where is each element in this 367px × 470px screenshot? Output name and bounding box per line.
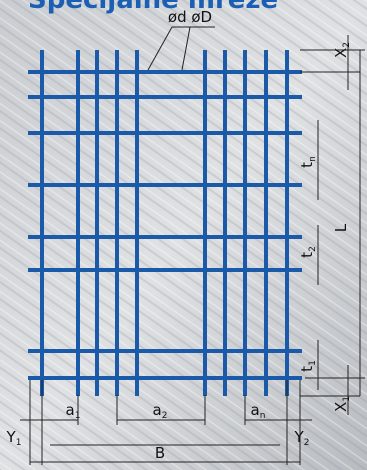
label-main: B — [155, 444, 165, 462]
leader — [181, 26, 191, 71]
label-main: X — [332, 402, 350, 412]
label-main: X — [332, 48, 350, 58]
label-sub: 2 — [162, 411, 168, 421]
label-sub: 2 — [308, 246, 318, 252]
dimension-label: a2 — [153, 401, 168, 421]
label-main: a — [153, 401, 162, 419]
dimension-label: L — [332, 223, 350, 232]
dimension-label: an — [251, 401, 266, 421]
dimension-label: a1 — [66, 401, 81, 421]
label-main: t — [298, 252, 316, 258]
label-main: a — [251, 401, 260, 419]
leader — [147, 26, 173, 71]
dimension-label: B — [155, 444, 165, 462]
dimension-label: Y2 — [294, 428, 310, 448]
dimension-label: X1 — [332, 396, 352, 412]
label-sub: 1 — [342, 396, 352, 402]
label-main: Y — [294, 428, 305, 446]
dimension-label: t2 — [298, 246, 318, 258]
label-sub: 1 — [16, 438, 22, 448]
dimension-lines — [20, 35, 365, 465]
label-sub: n — [308, 156, 318, 162]
dimension-label: tn — [298, 156, 318, 168]
label-main: Y — [6, 428, 17, 446]
label-sub: 2 — [304, 438, 310, 448]
diameter-label: ød øD — [168, 8, 212, 26]
label-main: L — [332, 223, 350, 232]
label-sub: 2 — [342, 42, 352, 48]
label-sub: 1 — [308, 360, 318, 366]
title: Specijalne mreže — [28, 0, 278, 15]
mesh — [28, 50, 302, 396]
label-sub: 1 — [75, 411, 81, 421]
dimension-label: Y1 — [6, 428, 22, 448]
dimension-label: X2 — [332, 42, 352, 58]
label-main: a — [66, 401, 75, 419]
label-main: t — [298, 162, 316, 168]
dimension-label: t1 — [298, 360, 318, 372]
label-sub: n — [260, 411, 266, 421]
label-main: t — [298, 366, 316, 372]
